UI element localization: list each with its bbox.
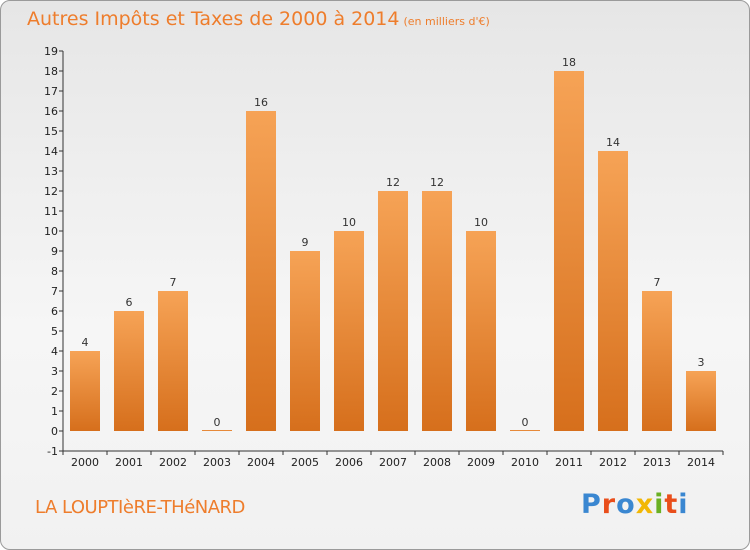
bar-value-label: 4 bbox=[82, 336, 89, 349]
x-tick-label: 2012 bbox=[599, 456, 627, 469]
x-tick-label: 2001 bbox=[115, 456, 143, 469]
bar bbox=[686, 371, 716, 431]
x-tick-label: 2003 bbox=[203, 456, 231, 469]
x-tick-label: 2004 bbox=[247, 456, 275, 469]
x-tick-label: 2011 bbox=[555, 456, 583, 469]
y-tick-label: 7 bbox=[51, 285, 58, 298]
bar bbox=[642, 291, 672, 431]
y-tick-label: 0 bbox=[51, 425, 58, 438]
bar-value-label: 10 bbox=[474, 216, 488, 229]
chart-title-text: Autres Impôts et Taxes de 2000 à 2014 bbox=[27, 8, 400, 30]
bar-value-label: 7 bbox=[654, 276, 661, 289]
chart-unit: (en milliers d'€) bbox=[403, 15, 490, 28]
logo-letter: i bbox=[654, 489, 665, 520]
bar bbox=[466, 231, 496, 431]
x-tick-label: 2008 bbox=[423, 456, 451, 469]
y-tick-label: 14 bbox=[44, 145, 58, 158]
bar bbox=[246, 111, 276, 431]
x-tick-label: 2010 bbox=[511, 456, 539, 469]
chart-title: Autres Impôts et Taxes de 2000 à 2014 (en… bbox=[27, 8, 490, 30]
bar-value-label: 0 bbox=[522, 416, 529, 429]
bar-value-label: 9 bbox=[302, 236, 309, 249]
bar bbox=[114, 311, 144, 431]
logo-letter: P bbox=[581, 489, 602, 520]
bar bbox=[290, 251, 320, 431]
x-tick-label: 2014 bbox=[687, 456, 715, 469]
bar bbox=[70, 351, 100, 431]
y-tick-label: 13 bbox=[44, 165, 58, 178]
x-tick-label: 2005 bbox=[291, 456, 319, 469]
logo-letter: r bbox=[601, 489, 617, 520]
bar bbox=[510, 430, 540, 431]
y-tick-label: 4 bbox=[51, 345, 58, 358]
bar bbox=[202, 430, 232, 431]
bar-value-label: 3 bbox=[698, 356, 705, 369]
bar-value-label: 18 bbox=[562, 56, 576, 69]
y-tick-label: 9 bbox=[51, 245, 58, 258]
x-tick-label: 2000 bbox=[71, 456, 99, 469]
bar-value-label: 12 bbox=[386, 176, 400, 189]
y-tick-label: 17 bbox=[44, 85, 58, 98]
logo-letter: x bbox=[635, 489, 655, 520]
bar bbox=[598, 151, 628, 431]
bar bbox=[378, 191, 408, 431]
bar bbox=[334, 231, 364, 431]
y-tick-label: 12 bbox=[44, 185, 58, 198]
bar-value-label: 7 bbox=[170, 276, 177, 289]
x-tick-label: 2013 bbox=[643, 456, 671, 469]
y-tick-label: 6 bbox=[51, 305, 58, 318]
bar bbox=[158, 291, 188, 431]
bar-value-label: 10 bbox=[342, 216, 356, 229]
y-tick-label: 8 bbox=[51, 265, 58, 278]
y-tick-label: 19 bbox=[44, 45, 58, 58]
y-tick-label: 2 bbox=[51, 385, 58, 398]
y-tick-label: 5 bbox=[51, 325, 58, 338]
proxiti-logo: Proxiti bbox=[581, 489, 689, 520]
y-tick-label: 11 bbox=[44, 205, 58, 218]
x-tick-label: 2006 bbox=[335, 456, 363, 469]
bar-value-label: 16 bbox=[254, 96, 268, 109]
bar-value-label: 6 bbox=[126, 296, 133, 309]
y-tick-label: 16 bbox=[44, 105, 58, 118]
bar bbox=[422, 191, 452, 431]
bar-value-label: 14 bbox=[606, 136, 620, 149]
y-tick-label: 18 bbox=[44, 65, 58, 78]
y-tick-label: 3 bbox=[51, 365, 58, 378]
x-tick-label: 2007 bbox=[379, 456, 407, 469]
town-name: LA LOUPTIèRE-THéNARD bbox=[35, 497, 245, 518]
bar-value-label: 0 bbox=[214, 416, 221, 429]
logo-letter: t bbox=[664, 489, 679, 520]
y-tick-label: 15 bbox=[44, 125, 58, 138]
bar-value-label: 12 bbox=[430, 176, 444, 189]
x-tick-label: 2002 bbox=[159, 456, 187, 469]
bar bbox=[554, 71, 584, 431]
y-tick-label: 10 bbox=[44, 225, 58, 238]
y-tick-label: 1 bbox=[51, 405, 58, 418]
logo-letter: i bbox=[678, 489, 689, 520]
y-tick-label: -1 bbox=[47, 445, 58, 458]
x-tick-label: 2009 bbox=[467, 456, 495, 469]
logo-letter: o bbox=[616, 489, 636, 520]
bars: 4 6 7 0 16 9 10 12 12 10 0 18 14 7 3 bbox=[70, 56, 716, 431]
